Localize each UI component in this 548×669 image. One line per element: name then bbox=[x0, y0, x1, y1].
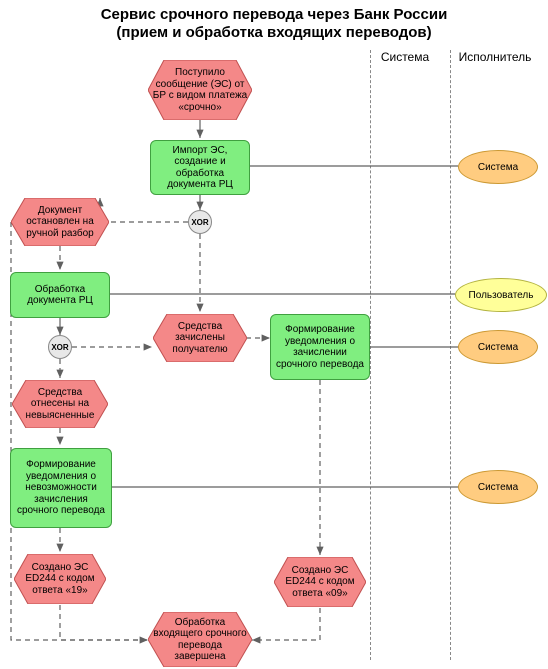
event-credited-label: Средства зачислены получателю bbox=[157, 321, 243, 356]
role-system-1: Система bbox=[458, 150, 538, 184]
func-notify-fail: Формирование уведомления о невозможности… bbox=[10, 448, 112, 528]
role-system-3-label: Система bbox=[478, 482, 518, 493]
event-unclear-label: Средства отнесены на невыясненные bbox=[16, 387, 104, 422]
role-system-1-label: Система bbox=[478, 162, 518, 173]
role-system-2-label: Система bbox=[478, 342, 518, 353]
event-manual-label: Документ остановлен на ручной разбор bbox=[15, 205, 105, 240]
role-system-3: Система bbox=[458, 470, 538, 504]
event-unclear: Средства отнесены на невыясненные bbox=[12, 380, 108, 428]
role-user: Пользователь bbox=[455, 278, 547, 312]
event-ed19-label: Создано ЭС ED244 с кодом ответа «19» bbox=[18, 562, 102, 597]
xor-2-label: XOR bbox=[51, 343, 68, 352]
role-user-label: Пользователь bbox=[469, 290, 534, 301]
diagram-canvas: Сервис срочного перевода через Банк Росс… bbox=[0, 0, 548, 669]
xor-2: XOR bbox=[48, 335, 72, 359]
event-credited: Средства зачислены получателю bbox=[153, 314, 247, 362]
event-start-label: Поступило сообщение (ЭС) от БР с видом п… bbox=[152, 67, 248, 113]
func-notify-credit-label: Формирование уведомления о зачислении ср… bbox=[275, 324, 365, 370]
func-import-label: Импорт ЭС, создание и обработка документ… bbox=[155, 145, 245, 191]
role-system-2: Система bbox=[458, 330, 538, 364]
event-ed19: Создано ЭС ED244 с кодом ответа «19» bbox=[14, 554, 106, 604]
event-ed09-label: Создано ЭС ED244 с кодом ответа «09» bbox=[278, 565, 362, 600]
func-notify-credit: Формирование уведомления о зачислении ср… bbox=[270, 314, 370, 380]
event-done-label: Обработка входящего срочного перевода за… bbox=[152, 617, 248, 663]
func-notify-fail-label: Формирование уведомления о невозможности… bbox=[15, 459, 107, 517]
xor-1-label: XOR bbox=[191, 218, 208, 227]
func-import: Импорт ЭС, создание и обработка документ… bbox=[150, 140, 250, 195]
func-process-label: Обработка документа РЦ bbox=[15, 284, 105, 307]
event-done: Обработка входящего срочного перевода за… bbox=[148, 612, 252, 667]
xor-1: XOR bbox=[188, 210, 212, 234]
event-start: Поступило сообщение (ЭС) от БР с видом п… bbox=[148, 60, 252, 120]
event-manual: Документ остановлен на ручной разбор bbox=[11, 198, 109, 246]
func-process: Обработка документа РЦ bbox=[10, 272, 110, 318]
event-ed09: Создано ЭС ED244 с кодом ответа «09» bbox=[274, 557, 366, 607]
